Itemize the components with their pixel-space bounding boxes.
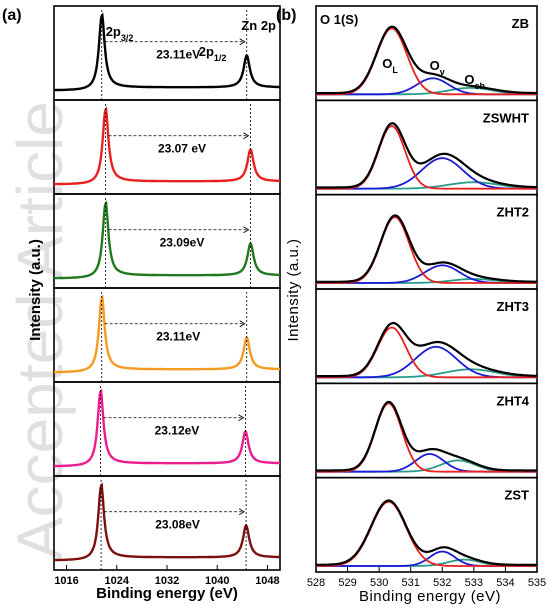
component-label-och: Och <box>464 72 485 91</box>
peak-label-2p12: 2p1/2 <box>199 44 227 63</box>
fit-component-ol <box>316 216 537 284</box>
x-tick-label: 533 <box>465 577 483 589</box>
component-label-ol: OL <box>382 56 398 75</box>
fit-component-ol <box>316 402 537 473</box>
panel-a-title: Zn 2p <box>241 18 276 33</box>
x-tick-label: 1016 <box>54 575 78 587</box>
zn2p-spectrum-line <box>54 106 280 186</box>
o1s-envelope-line <box>316 321 538 378</box>
energy-separation-label: 23.11eV <box>156 48 200 62</box>
zn2p-spectrum-line <box>54 200 280 280</box>
zn2p-spectrum-line <box>53 388 280 468</box>
panel-a-letter: (a) <box>2 7 22 24</box>
sample-name-label: ZHT4 <box>497 393 530 408</box>
o1s-envelope-line <box>316 122 537 189</box>
watermark-text: Accepted Article <box>4 101 76 560</box>
sample-name-label: ZB <box>512 16 529 31</box>
sample-name-label: ZST <box>504 488 529 503</box>
arrow-head <box>239 38 246 46</box>
fit-component-ol <box>316 27 537 96</box>
o1s-envelope-line <box>316 499 537 566</box>
o1s-envelope-line <box>316 214 537 283</box>
panel-b-o1s: ZB ZSWHT ZHT2 ZHT3 ZHT4 ZST 528 529 530 531 532 533… <box>307 5 546 589</box>
x-tick-label: 1040 <box>205 575 229 587</box>
component-label-ov: Ov <box>430 58 445 77</box>
peak-label-2p32: 2p3/2 <box>106 24 134 43</box>
panel-b-y-axis-title: Intensity (a.u.) <box>285 238 302 341</box>
energy-separation-label: 23.11eV <box>156 330 200 344</box>
arrow-head <box>243 132 250 140</box>
panel-a-y-axis-title: Intensity (a.u.) <box>27 239 44 341</box>
x-tick-label: 530 <box>370 577 388 589</box>
energy-separation-label: 23.08eV <box>155 518 200 532</box>
energy-separation-label: 23.09eV <box>160 236 205 250</box>
x-tick-label: 1032 <box>155 575 179 587</box>
sample-name-label: ZHT3 <box>497 299 530 314</box>
arrow-head <box>238 414 245 422</box>
panel-a-x-axis-title: Binding energy (eV) <box>96 585 238 602</box>
panel-b-row-frame <box>315 476 538 573</box>
sample-name-label: ZHT2 <box>497 205 530 220</box>
arrow-head <box>239 320 246 328</box>
arrow-head <box>238 508 245 516</box>
energy-separation-label: 23.12eV <box>155 424 200 438</box>
energy-separation-label: 23.07 eV <box>158 142 206 156</box>
panel-b-x-axis-title: Binding energy (eV) <box>359 588 501 605</box>
panel-a-zn2p: 23.11eV 23.07 eV 23.09eV 23.11eV 23.12eV 23.0… <box>53 5 281 587</box>
zn2p-spectrum-line <box>54 482 280 562</box>
x-tick-label: 528 <box>307 577 325 589</box>
sample-name-label: ZSWHT <box>483 110 529 125</box>
x-tick-label: 535 <box>528 577 546 589</box>
panel-b-title: O 1(S) <box>320 12 358 27</box>
zn2p-spectrum-line <box>54 12 280 92</box>
fit-component-ol <box>316 500 537 567</box>
x-tick-label: 1024 <box>105 575 130 587</box>
x-tick-label: 531 <box>402 577 420 589</box>
panel-b-letter: (b) <box>276 7 296 24</box>
fit-component-ol <box>316 125 537 190</box>
x-tick-label: 534 <box>496 577 514 589</box>
x-tick-label: 532 <box>433 577 451 589</box>
fit-component-ol <box>316 326 537 379</box>
x-tick-label: 1048 <box>255 575 279 587</box>
o1s-envelope-line <box>316 400 537 472</box>
o1s-envelope-line <box>316 25 538 95</box>
x-tick-label: 529 <box>338 577 356 589</box>
zn2p-spectrum-line <box>54 294 280 374</box>
arrow-head <box>243 226 250 234</box>
